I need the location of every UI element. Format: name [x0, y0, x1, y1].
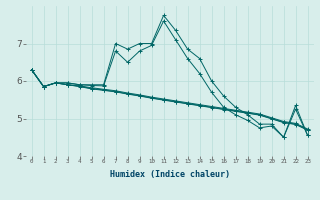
- X-axis label: Humidex (Indice chaleur): Humidex (Indice chaleur): [109, 170, 230, 179]
